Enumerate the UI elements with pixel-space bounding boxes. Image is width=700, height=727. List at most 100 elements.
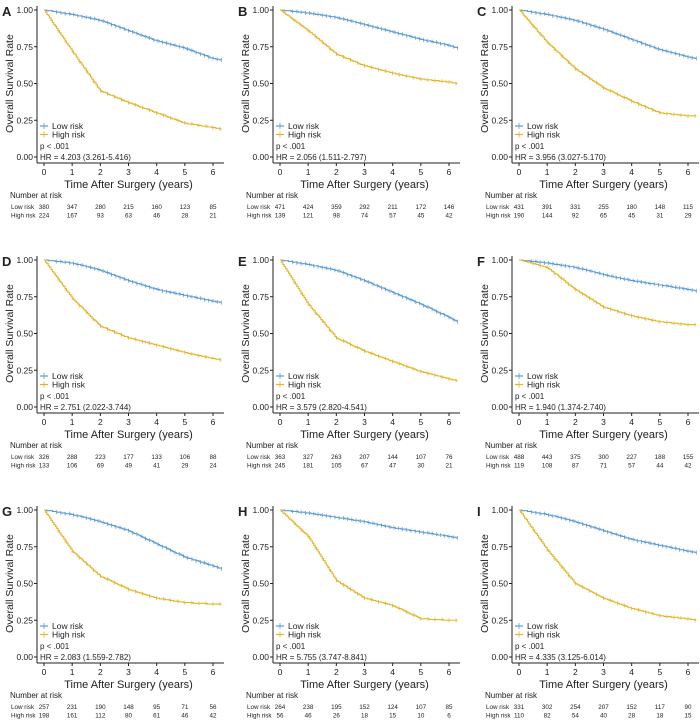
- y-tick-label: 0.25: [16, 115, 33, 125]
- x-tick-label: 3: [126, 167, 131, 177]
- panel-letter: D: [2, 254, 11, 269]
- x-axis-label: Time After Surgery (years): [64, 429, 193, 441]
- x-tick-label: 6: [211, 667, 216, 677]
- low-risk-curve: [44, 9, 222, 61]
- risk-count: 42: [209, 713, 217, 720]
- x-tick-label: 6: [211, 417, 216, 427]
- y-tick-label: 0.00: [16, 152, 33, 162]
- y-tick-label: 0.00: [16, 402, 33, 412]
- x-tick-label: 1: [306, 167, 311, 177]
- risk-count: 15: [389, 713, 397, 720]
- x-tick-label: 4: [390, 667, 395, 677]
- risk-count: 40: [600, 713, 608, 720]
- x-tick-label: 1: [70, 667, 75, 677]
- risk-count: 18: [361, 713, 369, 720]
- x-tick-label: 2: [98, 667, 103, 677]
- x-tick-label: 3: [362, 667, 367, 677]
- x-tick-label: 0: [42, 417, 47, 427]
- x-tick-label: 1: [545, 667, 550, 677]
- risk-count: 26: [333, 713, 341, 720]
- risk-count: 363: [275, 454, 286, 461]
- x-tick-label: 1: [70, 417, 75, 427]
- risk-count: 148: [123, 704, 134, 711]
- x-tick-label: 6: [447, 667, 452, 677]
- y-tick-label: 0.00: [491, 652, 508, 662]
- high-risk-curve: [44, 9, 222, 130]
- x-tick-label: 3: [601, 167, 606, 177]
- panel-i: I Overall Survival Rate 0.00 0.25 0.50 0.75 1.…: [477, 504, 699, 720]
- low-risk-curve: [44, 509, 222, 569]
- risk-count: 124: [387, 704, 398, 711]
- risk-count: 56: [209, 704, 217, 711]
- x-tick-label: 3: [126, 667, 131, 677]
- risk-count: 431: [514, 204, 525, 211]
- risk-row-label: High risk: [247, 213, 272, 220]
- risk-count: 172: [416, 204, 427, 211]
- panel-letter: C: [477, 4, 487, 19]
- x-tick-label: 4: [154, 667, 159, 677]
- risk-count: 54: [572, 713, 580, 720]
- y-tick-label: 1.00: [252, 505, 269, 515]
- hazard-ratio-text: HR = 3.579 (2.820-4.541): [276, 403, 367, 412]
- risk-count: 300: [598, 454, 609, 461]
- legend-label: High risk: [288, 630, 322, 640]
- risk-count: 195: [331, 704, 342, 711]
- y-tick-label: 0.50: [252, 79, 269, 89]
- risk-count: 108: [542, 463, 553, 470]
- high-risk-curve: [519, 9, 697, 117]
- risk-count: 424: [303, 204, 314, 211]
- y-tick-label: 1.00: [491, 255, 508, 265]
- risk-count: 6: [447, 713, 451, 720]
- y-tick-label: 0.00: [252, 152, 269, 162]
- risk-count: 57: [389, 213, 397, 220]
- risk-count: 69: [97, 463, 105, 470]
- risk-count: 207: [359, 454, 370, 461]
- risk-count: 71: [600, 463, 608, 470]
- hazard-ratio-text: HR = 5.755 (3.747-8.841): [276, 653, 367, 662]
- x-tick-label: 4: [629, 167, 634, 177]
- high-risk-curve: [44, 509, 222, 605]
- x-tick-label: 5: [657, 417, 662, 427]
- risk-row-label: Low risk: [486, 204, 510, 211]
- risk-count: 215: [123, 204, 134, 211]
- x-tick-label: 0: [517, 417, 522, 427]
- x-tick-label: 6: [447, 167, 452, 177]
- risk-row-label: Low risk: [11, 454, 35, 461]
- risk-count: 85: [445, 704, 453, 711]
- y-tick-label: 0.00: [491, 152, 508, 162]
- risk-count: 82: [544, 713, 552, 720]
- x-tick-label: 2: [98, 417, 103, 427]
- risk-count: 123: [180, 204, 191, 211]
- panel-letter: H: [238, 504, 247, 519]
- risk-row-label: Low risk: [486, 704, 510, 711]
- risk-table-title: Number at risk: [246, 191, 299, 200]
- risk-count: 331: [570, 204, 581, 211]
- risk-count: 112: [95, 713, 106, 720]
- risk-count: 46: [153, 213, 161, 220]
- y-axis-label: Overall Survival Rate: [4, 534, 16, 633]
- risk-count: 133: [39, 463, 50, 470]
- x-tick-label: 3: [362, 167, 367, 177]
- hazard-ratio-text: HR = 2.056 (1.511-2.797): [276, 153, 367, 162]
- hazard-ratio-text: HR = 4.335 (3.125-6.014): [515, 653, 606, 662]
- risk-count: 46: [305, 713, 313, 720]
- x-tick-label: 6: [211, 167, 216, 177]
- x-tick-label: 0: [278, 417, 283, 427]
- p-value-text: p < .001: [40, 142, 70, 151]
- x-tick-label: 0: [42, 167, 47, 177]
- risk-count: 257: [39, 704, 50, 711]
- panel-d: D Overall Survival Rate 0.00 0.25 0.50 0.75 1.…: [2, 254, 224, 470]
- p-value-text: p < .001: [515, 642, 545, 651]
- y-tick-label: 0.50: [16, 79, 33, 89]
- y-axis-label: Overall Survival Rate: [240, 284, 252, 383]
- y-axis-label: Overall Survival Rate: [4, 284, 16, 383]
- risk-count: 177: [123, 454, 134, 461]
- x-tick-label: 5: [182, 417, 187, 427]
- risk-count: 167: [67, 213, 78, 220]
- x-tick-label: 5: [657, 167, 662, 177]
- risk-count: 391: [542, 204, 553, 211]
- risk-count: 31: [656, 213, 664, 220]
- y-tick-label: 0.75: [491, 542, 508, 552]
- x-tick-label: 4: [154, 417, 159, 427]
